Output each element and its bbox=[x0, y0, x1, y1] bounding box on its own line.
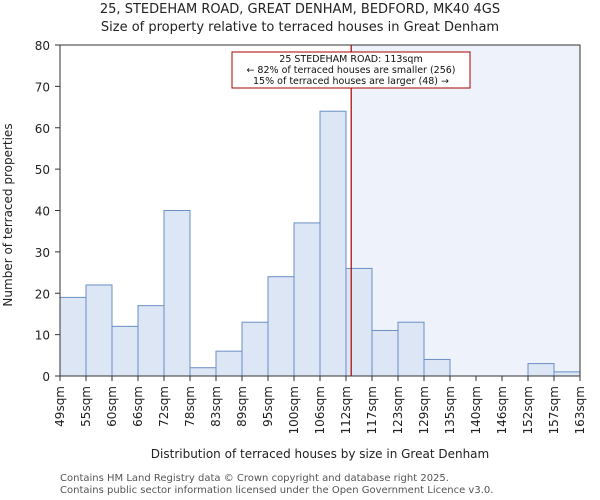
x-tick-label: 83sqm bbox=[209, 386, 223, 427]
footer-line-1: Contains HM Land Registry data © Crown c… bbox=[60, 473, 449, 484]
x-tick-label: 89sqm bbox=[235, 386, 249, 427]
annotation-line: ← 82% of terraced houses are smaller (25… bbox=[246, 65, 455, 76]
x-axis-label: Distribution of terraced houses by size … bbox=[151, 447, 489, 461]
y-tick-label: 50 bbox=[35, 163, 50, 177]
histogram-bar bbox=[319, 110, 347, 377]
x-tick-label: 140sqm bbox=[469, 386, 483, 434]
x-tick-label: 152sqm bbox=[521, 386, 535, 434]
histogram-bar bbox=[163, 210, 191, 377]
histogram-bar bbox=[59, 296, 87, 377]
y-tick-label: 30 bbox=[35, 246, 50, 260]
footer-line-2: Contains public sector information licen… bbox=[60, 485, 494, 496]
histogram-bar bbox=[241, 321, 269, 377]
y-tick-label: 40 bbox=[35, 205, 50, 219]
y-tick-label: 10 bbox=[35, 329, 50, 343]
x-tick-label: 100sqm bbox=[287, 386, 301, 434]
annotation-box bbox=[231, 51, 471, 89]
annotation-line: 15% of terraced houses are larger (48) → bbox=[253, 76, 449, 87]
y-axis-label: Number of terraced properties bbox=[1, 123, 15, 306]
x-tick-label: 163sqm bbox=[573, 386, 587, 434]
x-tick-label: 78sqm bbox=[183, 386, 197, 427]
x-tick-label: 117sqm bbox=[365, 386, 379, 434]
histogram-bar bbox=[527, 363, 555, 377]
x-tick-label: 60sqm bbox=[105, 386, 119, 427]
y-tick-label: 70 bbox=[35, 80, 50, 94]
larger-region-highlight bbox=[351, 45, 580, 376]
histogram-bar bbox=[137, 305, 165, 377]
x-tick-label: 49sqm bbox=[53, 386, 67, 427]
histogram-bar bbox=[553, 371, 581, 377]
chart-title: 25, STEDEHAM ROAD, GREAT DENHAM, BEDFORD… bbox=[99, 2, 501, 17]
histogram-bar bbox=[85, 284, 113, 377]
x-tick-label: 106sqm bbox=[313, 386, 327, 434]
histogram-bar bbox=[189, 367, 217, 377]
x-tick-label: 146sqm bbox=[495, 386, 509, 434]
x-tick-label: 66sqm bbox=[131, 386, 145, 427]
y-tick-label: 20 bbox=[35, 287, 50, 301]
histogram-bar bbox=[397, 321, 425, 377]
histogram-bar bbox=[267, 276, 295, 377]
chart-subtitle: Size of property relative to terraced ho… bbox=[100, 20, 500, 35]
x-tick-label: 123sqm bbox=[391, 386, 405, 434]
histogram-bar bbox=[293, 222, 321, 377]
histogram-bar bbox=[345, 267, 373, 377]
annotation-line: 25 STEDEHAM ROAD: 113sqm bbox=[279, 54, 422, 65]
y-tick-label: 80 bbox=[35, 39, 50, 53]
x-tick-label: 135sqm bbox=[443, 386, 457, 434]
histogram-bar bbox=[111, 325, 139, 377]
x-tick-label: 95sqm bbox=[261, 386, 275, 427]
histogram-bar bbox=[215, 350, 243, 377]
x-tick-label: 157sqm bbox=[547, 386, 561, 434]
y-tick-label: 60 bbox=[35, 122, 50, 136]
x-tick-label: 112sqm bbox=[339, 386, 353, 434]
x-tick-label: 129sqm bbox=[417, 386, 431, 434]
y-tick-label: 0 bbox=[42, 370, 50, 384]
x-tick-label: 55sqm bbox=[79, 386, 93, 427]
histogram-bar bbox=[423, 358, 451, 377]
histogram-chart: 0 10 20 30 40 50 60 70 80 49sqm 55sqm 60sqm 66sqm 72… bbox=[1, 39, 587, 461]
x-tick-label: 72sqm bbox=[157, 386, 171, 427]
histogram-bar bbox=[371, 329, 399, 377]
